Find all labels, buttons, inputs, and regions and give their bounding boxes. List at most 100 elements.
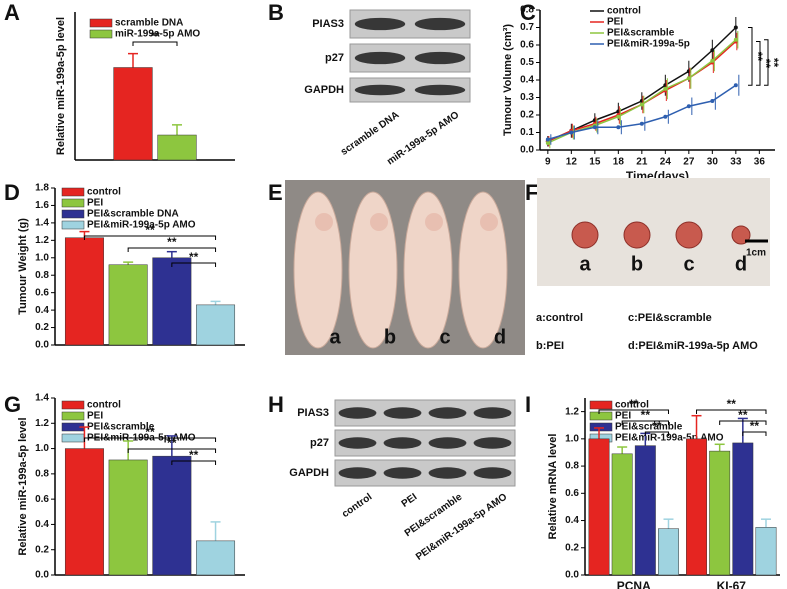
significance: **	[759, 59, 773, 69]
y-tick-label: 0.4	[520, 75, 534, 86]
scale-label: 1cm	[746, 248, 766, 259]
photo-label: a	[329, 326, 341, 348]
bracket	[171, 460, 217, 465]
blot-band	[338, 467, 377, 479]
y-axis-title: Relative miR-199a-5p level	[55, 17, 67, 155]
panel-label: H	[268, 392, 284, 417]
x-tick-label: 12	[566, 157, 578, 168]
photo-label: d	[735, 253, 747, 275]
marker	[733, 37, 738, 42]
significance: **	[751, 52, 765, 62]
significance: **	[767, 58, 781, 68]
legend-label: scramble DNA	[115, 18, 183, 29]
x-tick-label: 9	[545, 157, 551, 168]
legend-swatch	[589, 411, 613, 421]
significance: **	[727, 397, 737, 411]
legend-label: miR-199a-5p AMO	[115, 29, 200, 40]
marker	[733, 25, 738, 30]
panel-label: A	[4, 0, 20, 25]
blot-band	[414, 84, 466, 96]
significance: **	[738, 408, 748, 422]
legend-label: PEI	[615, 411, 631, 422]
bar	[686, 438, 707, 576]
legend-swatch	[589, 400, 613, 410]
y-axis-title: Relative mRNA level	[547, 434, 559, 540]
x-tick-label: KI-67	[717, 579, 747, 589]
mouse	[348, 191, 398, 349]
key-label: c:PEI&scramble	[628, 312, 712, 324]
key-label: b:PEI	[536, 340, 564, 352]
significance: **	[145, 223, 155, 237]
panel-label: G	[4, 392, 21, 417]
marker	[592, 125, 597, 130]
bar	[64, 237, 104, 346]
blot-lane-label: PEI	[400, 491, 420, 509]
blot-band	[414, 17, 466, 31]
blot-row-label: p27	[310, 437, 329, 449]
legend-label: PEI	[87, 198, 103, 209]
legend-swatch	[89, 29, 113, 39]
y-tick-label: 0.6	[35, 494, 49, 505]
x-tick-label: 24	[660, 157, 672, 168]
y-tick-label: 1.2	[35, 235, 49, 246]
bar	[755, 527, 777, 576]
y-tick-label: 0.6	[520, 40, 534, 51]
significance: **	[150, 29, 160, 43]
blot-band	[473, 407, 512, 419]
significance: **	[145, 425, 155, 439]
significance: **	[750, 419, 760, 433]
marker	[710, 48, 715, 53]
bar	[64, 448, 104, 576]
legend-swatch	[61, 198, 85, 208]
mouse	[458, 191, 508, 349]
marker	[639, 121, 644, 126]
bar	[196, 540, 236, 576]
tumour	[675, 221, 703, 249]
y-tick-label: 1.4	[35, 218, 49, 229]
significance: **	[189, 448, 199, 462]
significance: **	[629, 397, 639, 411]
tumour	[480, 213, 498, 231]
blot-band	[354, 51, 406, 65]
y-tick-label: 0.0	[520, 145, 534, 156]
panel-label: B	[268, 0, 284, 25]
y-tick-label: 0.7	[520, 22, 534, 33]
blot-band	[473, 437, 512, 449]
significance: **	[167, 436, 177, 450]
legend-swatch	[61, 187, 85, 197]
marker	[616, 114, 621, 119]
significance: **	[641, 408, 651, 422]
photo-label: b	[384, 326, 396, 348]
y-tick-label: 0.0	[35, 340, 49, 351]
y-axis-title: Tumour Volume (cm³)	[502, 24, 514, 136]
legend-swatch	[61, 433, 85, 443]
bracket	[719, 420, 767, 425]
legend-label: PEI&scramble	[615, 422, 683, 433]
bracket	[83, 437, 217, 442]
y-tick-label: 0.8	[35, 468, 49, 479]
bar	[196, 304, 236, 346]
legend-swatch	[61, 400, 85, 410]
bracket	[756, 41, 761, 86]
marker	[686, 104, 691, 109]
marker	[616, 125, 621, 130]
y-tick-label: 1.4	[35, 393, 49, 404]
bracket	[132, 41, 178, 46]
y-tick-label: 0.8	[520, 5, 534, 16]
y-axis-title: Relative miR-199a-5p level	[17, 417, 29, 555]
y-tick-label: 0.2	[35, 322, 49, 333]
blot-band	[473, 467, 512, 479]
marker	[639, 102, 644, 107]
mouse	[403, 191, 453, 349]
bracket	[742, 431, 767, 436]
y-tick-label: 1.8	[35, 183, 49, 194]
photo-label: a	[579, 253, 591, 275]
x-tick-label: 33	[730, 157, 742, 168]
blot-band	[428, 467, 467, 479]
y-tick-label: 1.0	[35, 443, 49, 454]
x-tick-label: 15	[589, 157, 601, 168]
bracket	[764, 39, 769, 86]
bracket	[748, 27, 753, 86]
y-tick-label: 0.5	[520, 57, 534, 68]
blot-lane-label: control	[340, 491, 374, 520]
